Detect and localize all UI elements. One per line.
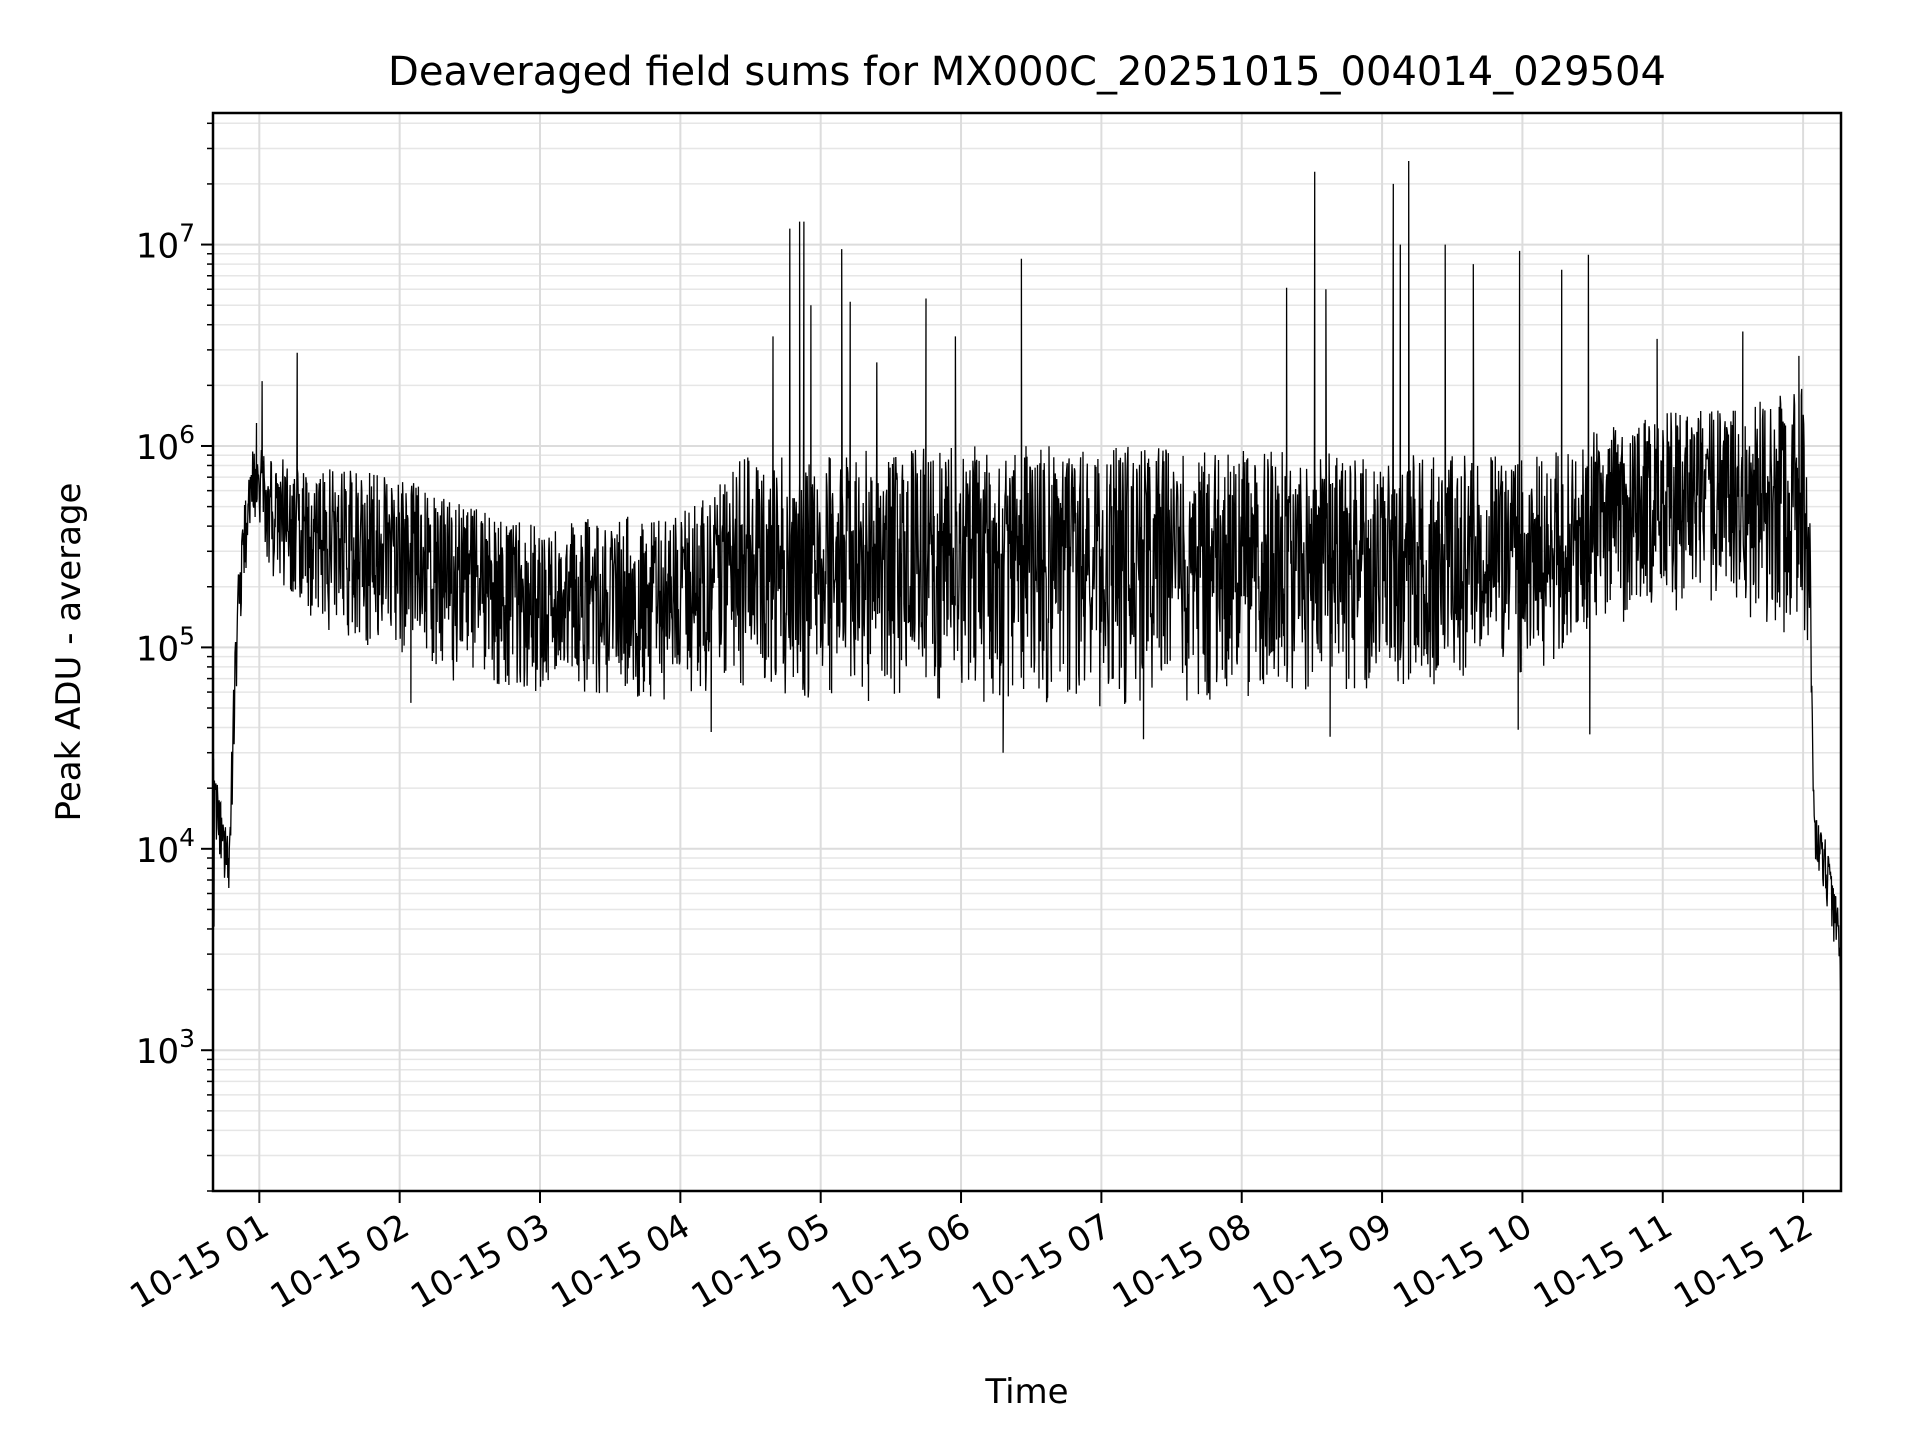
series-line: [212, 160, 1842, 1192]
y-axis-label: Peak ADU - average: [49, 483, 89, 822]
chart-title: Deaveraged field sums for MX000C_2025101…: [388, 49, 1666, 95]
y-tick-label: 107: [136, 219, 195, 267]
y-tick-label: 103: [136, 1024, 195, 1072]
y-axis: 103 104 105 106 107: [136, 122, 213, 1192]
y-tick-label: 104: [136, 823, 195, 871]
plot-frame: [211, 111, 1843, 1193]
y-tick-label: 105: [136, 621, 195, 669]
x-axis-label: Time: [984, 1372, 1068, 1412]
data-series: [212, 160, 1842, 1192]
minor-grid: [213, 122, 1841, 1192]
major-grid: [213, 113, 1841, 1191]
y-tick-label: 106: [136, 420, 195, 468]
